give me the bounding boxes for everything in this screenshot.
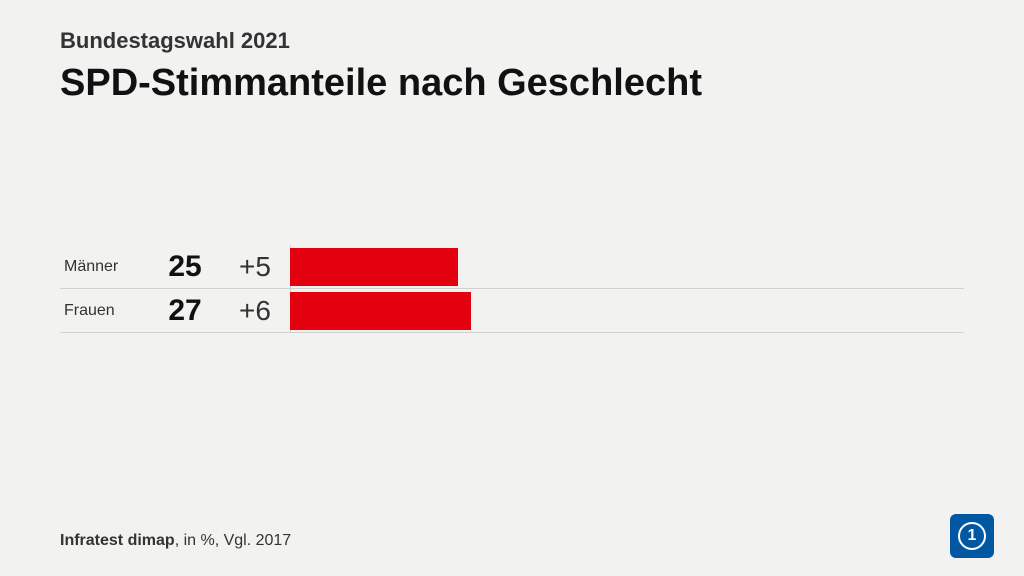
bar-area — [290, 245, 964, 288]
chart-row: Männer 25 +5 — [60, 245, 964, 289]
category-label: Frauen — [60, 302, 150, 320]
bar-chart: Männer 25 +5 Frauen 27 +6 — [60, 245, 964, 333]
category-label: Männer — [60, 258, 150, 276]
logo-icon: 1 — [958, 522, 986, 550]
footer-text: Infratest dimap, in %, Vgl. 2017 — [60, 532, 291, 550]
change-label: +6 — [220, 295, 290, 327]
footer-source: Infratest dimap — [60, 532, 175, 549]
broadcaster-logo: 1 — [950, 514, 994, 558]
bar — [290, 248, 458, 286]
bar-area — [290, 289, 964, 332]
value-label: 25 — [150, 250, 220, 284]
bar — [290, 292, 471, 330]
page-subtitle: Bundestagswahl 2021 — [60, 28, 964, 54]
change-label: +5 — [220, 251, 290, 283]
value-label: 27 — [150, 294, 220, 328]
footer-note: , in %, Vgl. 2017 — [175, 532, 292, 549]
page-title: SPD-Stimmanteile nach Geschlecht — [60, 62, 964, 105]
chart-row: Frauen 27 +6 — [60, 289, 964, 333]
